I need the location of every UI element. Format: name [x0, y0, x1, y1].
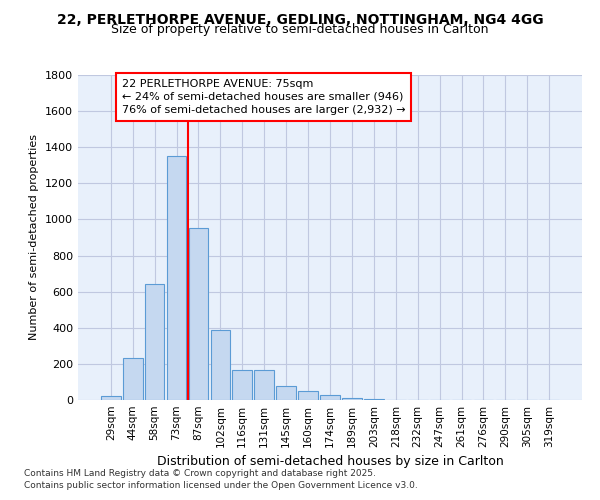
Bar [364, 399, 384, 400]
Text: Size of property relative to semi-detached houses in Carlton: Size of property relative to semi-detach… [111, 22, 489, 36]
Bar [211, 330, 230, 400]
Text: Contains public sector information licensed under the Open Government Licence v3: Contains public sector information licen… [24, 481, 418, 490]
Bar [320, 395, 340, 400]
Bar [276, 386, 296, 400]
Bar [123, 358, 143, 400]
Bar [101, 396, 121, 400]
Bar [167, 156, 187, 400]
Text: Contains HM Land Registry data © Crown copyright and database right 2025.: Contains HM Land Registry data © Crown c… [24, 468, 376, 477]
Bar [342, 398, 362, 400]
Bar [232, 370, 252, 400]
Y-axis label: Number of semi-detached properties: Number of semi-detached properties [29, 134, 40, 340]
Text: 22, PERLETHORPE AVENUE, GEDLING, NOTTINGHAM, NG4 4GG: 22, PERLETHORPE AVENUE, GEDLING, NOTTING… [56, 12, 544, 26]
Text: 22 PERLETHORPE AVENUE: 75sqm
← 24% of semi-detached houses are smaller (946)
76%: 22 PERLETHORPE AVENUE: 75sqm ← 24% of se… [122, 78, 406, 115]
Bar [298, 391, 318, 400]
Bar [188, 228, 208, 400]
Bar [254, 370, 274, 400]
Bar [145, 284, 164, 400]
X-axis label: Distribution of semi-detached houses by size in Carlton: Distribution of semi-detached houses by … [157, 456, 503, 468]
